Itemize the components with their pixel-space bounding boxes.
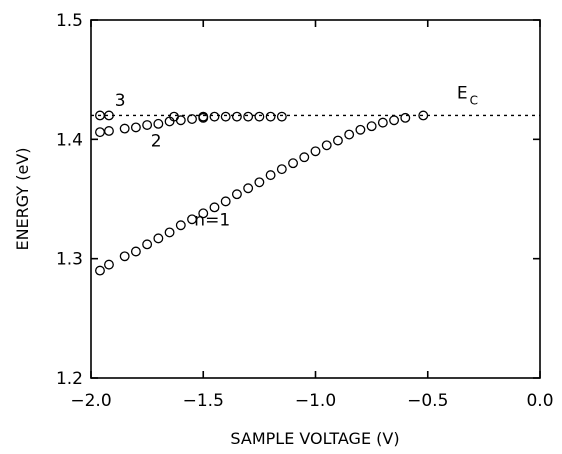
data-point [400,112,411,123]
x-tick-label: 0.0 [526,391,553,411]
data-point [175,115,186,126]
data-point [276,164,287,175]
y-tick-label: 1.5 [56,11,83,31]
data-point [288,158,299,169]
data-point [220,111,231,122]
data-point [377,117,388,128]
data-point [254,111,265,122]
x-tick-label: −1.5 [183,391,224,411]
data-point [198,112,209,123]
data-point [333,135,343,146]
data-point [299,152,310,163]
annotation-label: n=1 [194,210,230,230]
annotation-label: 3 [115,91,126,111]
data-points [95,110,429,276]
data-point [198,208,209,219]
data-point [265,170,276,181]
annotation-label: 2 [151,131,162,151]
data-point [130,122,141,133]
data-point [130,246,141,257]
data-point [231,111,242,122]
data-point [231,189,242,200]
data-point [254,177,265,188]
data-point [164,227,175,238]
data-point [119,251,130,262]
data-point [243,111,254,122]
data-point [153,233,164,244]
data-point [175,220,186,231]
data-point [104,110,114,121]
data-point [366,121,377,132]
x-tick-label: −2.0 [70,391,111,411]
data-point [209,202,220,213]
data-point [95,127,105,138]
y-tick-label: 1.2 [56,369,83,389]
data-point [153,118,164,129]
plot-frame [90,19,541,379]
x-tick-label: −0.5 [407,391,448,411]
data-point [104,259,114,270]
data-point [95,265,105,276]
data-point [164,116,175,127]
data-point [142,239,153,250]
x-tick-label: −1.0 [295,391,336,411]
y-tick-label: 1.3 [56,250,83,270]
data-point [104,126,114,136]
data-point [243,183,254,194]
data-point [276,111,287,122]
x-axis-title: SAMPLE VOLTAGE (V) [230,429,399,448]
data-point [220,196,231,207]
annotations: 3 2 n=1 [115,91,230,230]
data-point [310,146,321,157]
axis-ticks [90,19,541,379]
data-point [187,214,197,225]
data-point [321,140,332,151]
y-tick-label: 1.4 [56,130,83,150]
ec-label-main: E [457,83,468,103]
data-point [418,110,429,121]
data-point [209,111,220,122]
data-point [344,129,355,140]
ec-label-subscript: C [470,93,478,107]
data-point [389,115,400,126]
data-point [119,123,130,134]
y-axis-title: ENERGY (eV) [13,147,32,250]
data-point [187,114,197,124]
data-point [265,111,276,122]
data-point [355,124,366,135]
data-point [142,120,153,130]
axis-tick-labels: −2.0 −1.5 −1.0 −0.5 0.0 1.2 1.3 1.4 1.5 [56,11,554,411]
